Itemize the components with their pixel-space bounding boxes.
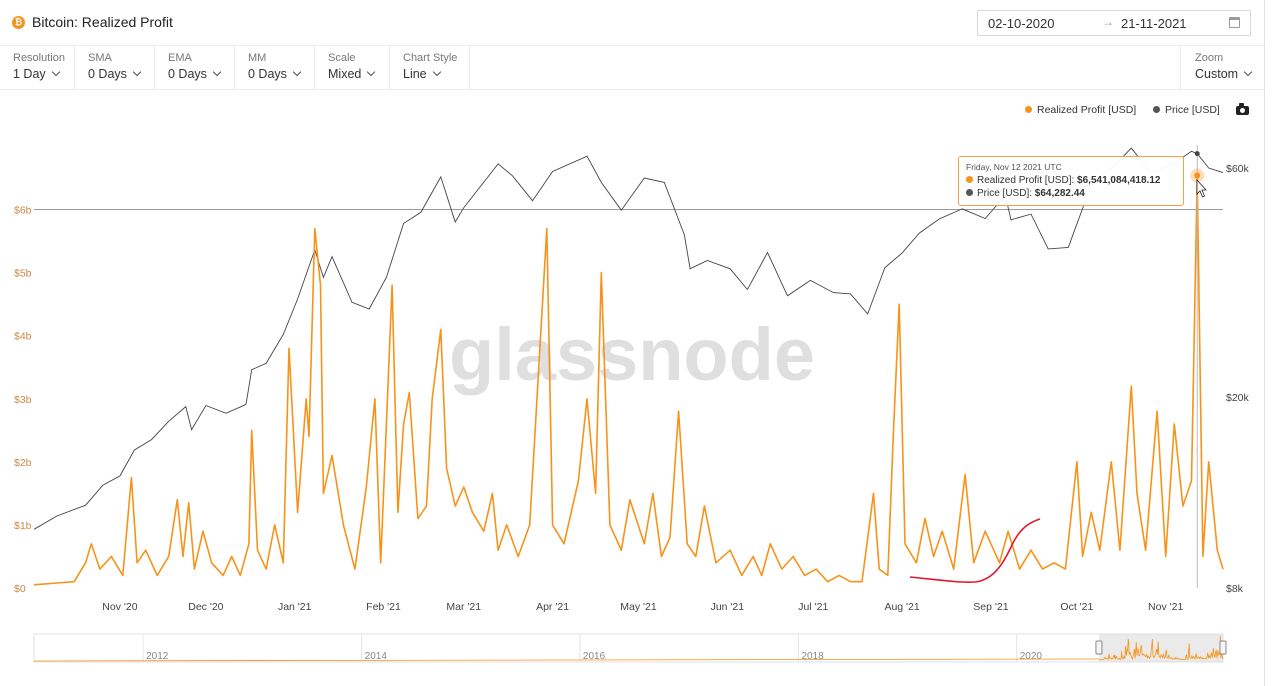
x-tick-label: Jul '21 (798, 601, 828, 613)
tooltip-price-row: Price [USD]: $64,282.44 (966, 187, 1176, 200)
y-left-tick-label: $5b (14, 268, 32, 280)
chart-toolbar: Resolution 1 Day SMA 0 Days EMA 0 Days M… (0, 46, 1265, 90)
resolution-dropdown[interactable]: Resolution 1 Day (0, 46, 75, 90)
tooltip-profit-label: Realized Profit [USD]: (977, 175, 1075, 186)
navigator-year-label: 2016 (583, 651, 606, 662)
navigator-history-line (33, 658, 1099, 662)
y-right-tick-label: $60k (1226, 163, 1250, 175)
ema-dropdown[interactable]: EMA 0 Days (155, 46, 235, 90)
hover-point-profit (1194, 172, 1201, 179)
x-tick-label: Jun '21 (711, 601, 745, 613)
right-axis: $8k $20k $60k (1226, 163, 1250, 595)
date-start-input[interactable]: 02-10-2020 (988, 16, 1055, 31)
bitcoin-icon: ₿ (12, 16, 25, 29)
legend-item-price[interactable]: Price [USD] (1153, 104, 1220, 116)
chart-style-value[interactable]: Line (403, 67, 469, 81)
navigator-handle-right[interactable] (1219, 640, 1227, 655)
mm-label: MM (248, 52, 267, 64)
navigator-year-label: 2012 (146, 651, 169, 662)
date-end-input[interactable]: 21-11-2021 (1121, 16, 1187, 31)
camera-icon[interactable] (1236, 103, 1249, 115)
sma-dropdown[interactable]: SMA 0 Days (75, 46, 155, 90)
mm-value[interactable]: 0 Days (248, 67, 314, 81)
chart-style-label: Chart Style (403, 52, 458, 64)
annotation-layer (909, 518, 1041, 583)
navigator-year-label: 2020 (1020, 651, 1043, 662)
series-layer (33, 147, 1224, 586)
calendar-icon[interactable] (1229, 17, 1240, 28)
scale-label: Scale (328, 52, 356, 64)
chart-header: ₿ Bitcoin: Realized Profit 02-10-2020 → … (0, 0, 1265, 46)
sma-value[interactable]: 0 Days (88, 67, 154, 81)
navigator-track (33, 633, 1224, 663)
navigator-handle-left[interactable] (1095, 640, 1103, 655)
legend-label-price: Price [USD] (1165, 104, 1220, 116)
x-tick-label: Nov '20 (102, 601, 137, 613)
y-right-tick-label: $20k (1226, 392, 1250, 404)
tooltip-profit-row: Realized Profit [USD]: $6,541,084,418.12 (966, 174, 1176, 187)
ema-label: EMA (168, 52, 192, 64)
resolution-value[interactable]: 1 Day (13, 67, 74, 81)
realized-profit-series-line (33, 174, 1224, 586)
watermark: glassnode (449, 313, 815, 396)
tooltip-price-value: $64,282.44 (1034, 188, 1085, 199)
page-title: Bitcoin: Realized Profit (32, 14, 173, 30)
x-axis: Nov '20 Dec '20 Jan '21 Feb '21 Mar '21 Apr '… (102, 601, 1183, 613)
mm-dropdown[interactable]: MM 0 Days (235, 46, 315, 90)
y-left-tick-label: $0 (14, 583, 26, 595)
navigator-year-label: 2018 (801, 651, 824, 662)
navigator-selection (1098, 634, 1223, 662)
legend-item-profit[interactable]: Realized Profit [USD] (1025, 104, 1136, 116)
zoom-value[interactable]: Custom (1195, 67, 1265, 81)
x-tick-label: Mar '21 (446, 601, 481, 613)
x-tick-label: Dec '20 (188, 601, 223, 613)
y-left-tick-label: $2b (14, 457, 32, 469)
legend-dot-profit (1025, 106, 1032, 113)
legend-dot-price (1153, 106, 1160, 113)
sma-label: SMA (88, 52, 112, 64)
resolution-label: Resolution (13, 52, 65, 64)
scale-value[interactable]: Mixed (328, 67, 389, 81)
navigator-year-label: 2014 (365, 651, 388, 662)
date-range-picker[interactable]: 02-10-2020 → 21-11-2021 (977, 10, 1251, 36)
tooltip-dot-profit (966, 176, 973, 183)
tooltip-profit-value: $6,541,084,418.12 (1077, 175, 1161, 186)
chart-style-dropdown[interactable]: Chart Style Line (390, 46, 470, 90)
x-tick-label: Apr '21 (536, 601, 569, 613)
navigator[interactable]: 2012 2014 2016 2018 2020 (33, 633, 1227, 663)
hover-point-price (1194, 151, 1200, 157)
tooltip-date: Friday, Nov 12 2021 UTC (966, 162, 1062, 172)
price-series-line (33, 147, 1224, 530)
x-tick-label: Oct '21 (1060, 601, 1093, 613)
scale-dropdown[interactable]: Scale Mixed (315, 46, 390, 90)
x-tick-label: Nov '21 (1148, 601, 1183, 613)
legend-label-profit: Realized Profit [USD] (1037, 104, 1137, 116)
y-left-tick-label: $4b (14, 331, 32, 343)
mouse-cursor-icon (1196, 178, 1207, 198)
x-tick-label: Aug '21 (884, 601, 919, 613)
tooltip-price-label: Price [USD]: (977, 188, 1033, 199)
y-right-tick-label: $8k (1226, 583, 1244, 595)
ema-value[interactable]: 0 Days (168, 67, 234, 81)
y-left-tick-label: $3b (14, 394, 32, 406)
y-left-tick-label: $6b (14, 205, 32, 217)
hand-drawn-annotation-curve (909, 518, 1041, 583)
tooltip: Friday, Nov 12 2021 UTC Realized Profit … (958, 156, 1184, 206)
tooltip-dot-price (966, 189, 973, 196)
zoom-dropdown[interactable]: Zoom Custom (1180, 46, 1265, 90)
x-tick-label: Feb '21 (366, 601, 401, 613)
left-axis: $0 $1b $2b $3b $4b $5b $6b (14, 205, 32, 595)
x-tick-label: Sep '21 (973, 601, 1008, 613)
navigator-profit-line (1098, 635, 1224, 661)
y-left-tick-label: $1b (14, 520, 32, 532)
x-tick-label: May '21 (620, 601, 657, 613)
x-tick-label: Jan '21 (278, 601, 312, 613)
zoom-label: Zoom (1195, 52, 1224, 64)
arrow-right-icon: → (1102, 15, 1114, 29)
hover-layer (1190, 145, 1207, 588)
